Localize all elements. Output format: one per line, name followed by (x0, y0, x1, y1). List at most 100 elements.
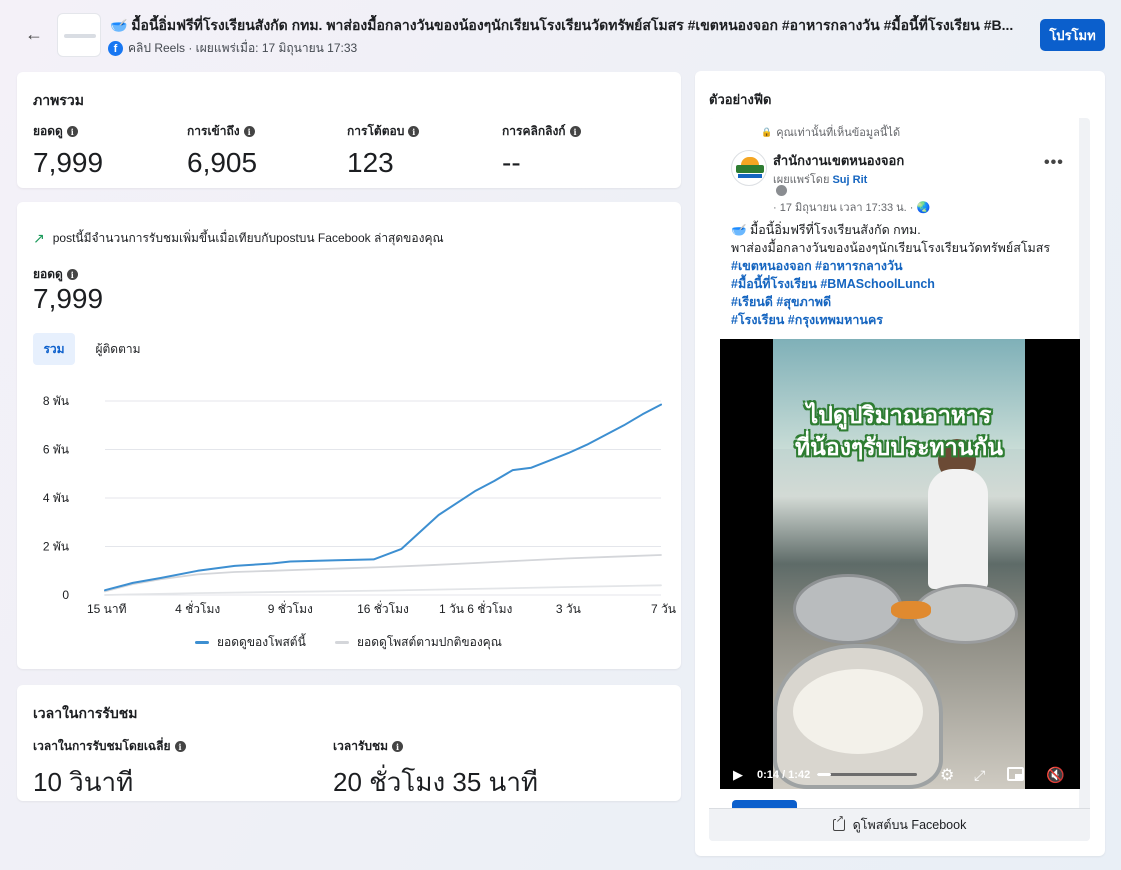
page-name[interactable]: สำนักงานเขตหนองจอก (773, 153, 905, 168)
info-icon[interactable]: i (569, 126, 581, 137)
hashtag-line[interactable]: #มื้อนี้ที่โรงเรียน #BMASchoolLunch (731, 277, 935, 291)
legend-swatch (335, 641, 349, 644)
back-arrow-icon[interactable]: ← (25, 23, 43, 44)
trend-text: postนี้มีจำนวนการรับชมเพิ่มขึ้นเมื่อเทีย… (52, 231, 444, 245)
overlay-line: ที่น้องๆรับประทานกัน (795, 434, 1003, 460)
promote-button[interactable]: โปรโมท (1040, 19, 1105, 51)
x-tick-label: 1 วัน 6 ชั่วโมง (439, 600, 512, 616)
total-watch-time: เวลารับชม i 20 ชั่วโมง 35 นาที (333, 737, 538, 803)
lock-icon: 🔒 (761, 126, 773, 137)
published-by-prefix: เผยแพร่โดย (773, 174, 833, 186)
legend-item-baseline[interactable]: ยอดดูโพสต์ตามปกติของคุณ (335, 633, 502, 652)
view-on-facebook-label: ดูโพสต์บน Facebook (852, 818, 967, 832)
y-tick-label: 4 พัน (43, 491, 69, 505)
info-icon[interactable]: i (66, 269, 78, 280)
stat-value: 123 (347, 147, 394, 178)
views-chart-card: ↗ postนี้มีจำนวนการรับชมเพิ่มขึ้นเมื่อเท… (17, 202, 681, 669)
more-options-icon[interactable]: ••• (1044, 154, 1064, 171)
picture-in-picture-icon[interactable] (1007, 767, 1024, 781)
feed-preview-title: ตัวอย่างฟีด (709, 92, 772, 107)
info-icon[interactable]: i (408, 126, 420, 137)
stat-interactions: การโต้ตอบ i 123 (347, 122, 420, 179)
settings-gear-icon[interactable]: ⚙ (940, 767, 955, 784)
stat-reach: การเข้าถึง i 6,905 (187, 122, 257, 179)
tab-total[interactable]: รวม (33, 333, 75, 365)
x-tick-label: 7 วัน (651, 602, 676, 616)
hashtag-line[interactable]: #เรียนดี #สุขภาพดี (731, 295, 832, 309)
page-avatar[interactable] (731, 150, 767, 186)
stat-link-clicks: การคลิกลิงก์ i -- (502, 122, 581, 179)
legend-swatch (195, 641, 209, 644)
caption-line: พาส่องมื้อกลางวันของน้องๆนักเรียนโรงเรีย… (731, 241, 1051, 255)
legend-label: ยอดดูของโพสต์นี้ (217, 635, 306, 649)
video-progress-fill (817, 773, 831, 776)
video-overlay-text: ไปดูปริมาณอาหาร ที่น้องๆรับประทานกัน (773, 399, 1025, 463)
stat-label: เวลารับชม (333, 739, 389, 753)
x-tick-label: 9 ชั่วโมง (268, 600, 313, 616)
stat-value: 7,999 (33, 147, 104, 178)
post-date[interactable]: · 17 มิถุนายน เวลา 17:33 น. · 🌏 (773, 202, 931, 214)
play-icon[interactable]: ▶ (733, 767, 743, 782)
post-meta: f คลิป Reels · เผยแพร่เมื่อ: 17 มิถุนายน… (108, 39, 357, 58)
y-tick-label: 0 (62, 588, 69, 602)
post-thumbnail (57, 13, 101, 57)
avg-watch-time: เวลาในการรับชมโดยเฉลี่ย i 10 วินาที (33, 737, 186, 803)
post-meta-text: คลิป Reels · เผยแพร่เมื่อ: 17 มิถุนายน 1… (128, 41, 358, 55)
published-by-name[interactable]: Suj Rit (832, 174, 868, 186)
feed-post-preview: 🔒 คุณเท่านั้นที่เห็นข้อมูลนี้ได้ สำนักงา… (709, 118, 1090, 841)
trend-up-icon: ↗ (33, 230, 45, 246)
stat-value: 10 วินาที (33, 767, 134, 797)
series-line-secondary (104, 584, 662, 596)
views-label-row: ยอดดู i (33, 265, 78, 284)
overlay-line: ไปดูปริมาณอาหาร (806, 402, 992, 428)
post-caption: 🥣 มื้อนี้อิ่มฟรีที่โรงเรียนสังกัด กทม. พ… (731, 221, 1071, 329)
cta-button-edge[interactable] (732, 800, 797, 808)
views-line-chart: 0 2 พัน 4 พัน 6 พัน 8 พัน 15 นาที 4 ชั่วโมง 9 ช… (43, 394, 676, 616)
info-icon[interactable]: i (392, 741, 404, 752)
info-icon[interactable]: i (243, 126, 255, 137)
views-label: ยอดดู (33, 267, 63, 281)
y-tick-label: 6 พัน (43, 443, 69, 457)
watch-time-title: เวลาในการรับชม (33, 705, 138, 721)
info-icon[interactable]: i (174, 741, 186, 752)
stat-label: การเข้าถึง (187, 124, 240, 138)
trend-message: ↗ postนี้มีจำนวนการรับชมเพิ่มขึ้นเมื่อเท… (33, 229, 444, 248)
legend-item-post[interactable]: ยอดดูของโพสต์นี้ (195, 633, 306, 652)
video-player[interactable]: ไปดูปริมาณอาหาร ที่น้องๆรับประทานกัน ▶ 0… (720, 339, 1080, 789)
series-line-baseline (104, 554, 662, 593)
hashtag-line[interactable]: #โรงเรียน #กรุงเทพมหานคร (731, 313, 884, 327)
audience-icon (776, 185, 787, 196)
stat-value: 20 ชั่วโมง 35 นาที (333, 767, 539, 797)
info-icon[interactable]: i (66, 126, 78, 137)
y-tick-label: 8 พัน (43, 394, 69, 408)
post-title: 🥣 มื้อนี้อิ่มฟรีที่โรงเรียนสังกัด กทม. พ… (110, 17, 1014, 33)
stat-label: ยอดดู (33, 124, 63, 138)
hashtag-line[interactable]: #เขตหนองจอก #อาหารกลางวัน (731, 259, 903, 273)
mute-icon[interactable]: 🔇 (1046, 767, 1065, 784)
stat-label: การโต้ตอบ (347, 124, 405, 138)
tab-followers[interactable]: ผู้ติดตาม (95, 341, 141, 356)
video-controls: ▶ 0:14 / 1:42 ⚙ ⤢ 🔇 (720, 761, 1080, 789)
watch-time-card: เวลาในการรับชม เวลาในการรับชมโดยเฉลี่ย i … (17, 685, 681, 801)
top-bar: ← 🥣 มื้อนี้อิ่มฟรีที่โรงเรียนสังกัด กทม.… (0, 0, 1121, 68)
series-line-post (104, 403, 662, 592)
x-tick-label: 3 วัน (556, 602, 581, 616)
x-tick-label: 4 ชั่วโมง (175, 600, 220, 616)
facebook-icon: f (108, 41, 123, 56)
overview-title: ภาพรวม (33, 92, 84, 108)
fullscreen-icon[interactable]: ⤢ (974, 766, 986, 783)
stat-value: 6,905 (187, 147, 258, 178)
private-note-text: คุณเท่านั้นที่เห็นข้อมูลนี้ได้ (776, 127, 901, 139)
x-tick-label: 15 นาที (87, 602, 127, 616)
x-tick-label: 16 ชั่วโมง (357, 600, 409, 616)
external-link-icon (832, 815, 845, 831)
private-note: 🔒 คุณเท่านั้นที่เห็นข้อมูลนี้ได้ (761, 123, 900, 141)
y-tick-label: 2 พัน (43, 540, 69, 554)
legend-label: ยอดดูโพสต์ตามปกติของคุณ (357, 635, 502, 649)
view-on-facebook-button[interactable]: ดูโพสต์บน Facebook (709, 808, 1090, 841)
stat-value: -- (502, 147, 521, 178)
views-value: 7,999 (33, 283, 104, 314)
video-progress-bar[interactable] (817, 773, 917, 776)
published-by: เผยแพร่โดย Suj Rit (773, 170, 867, 188)
caption-line: 🥣 มื้อนี้อิ่มฟรีที่โรงเรียนสังกัด กทม. (731, 223, 921, 237)
